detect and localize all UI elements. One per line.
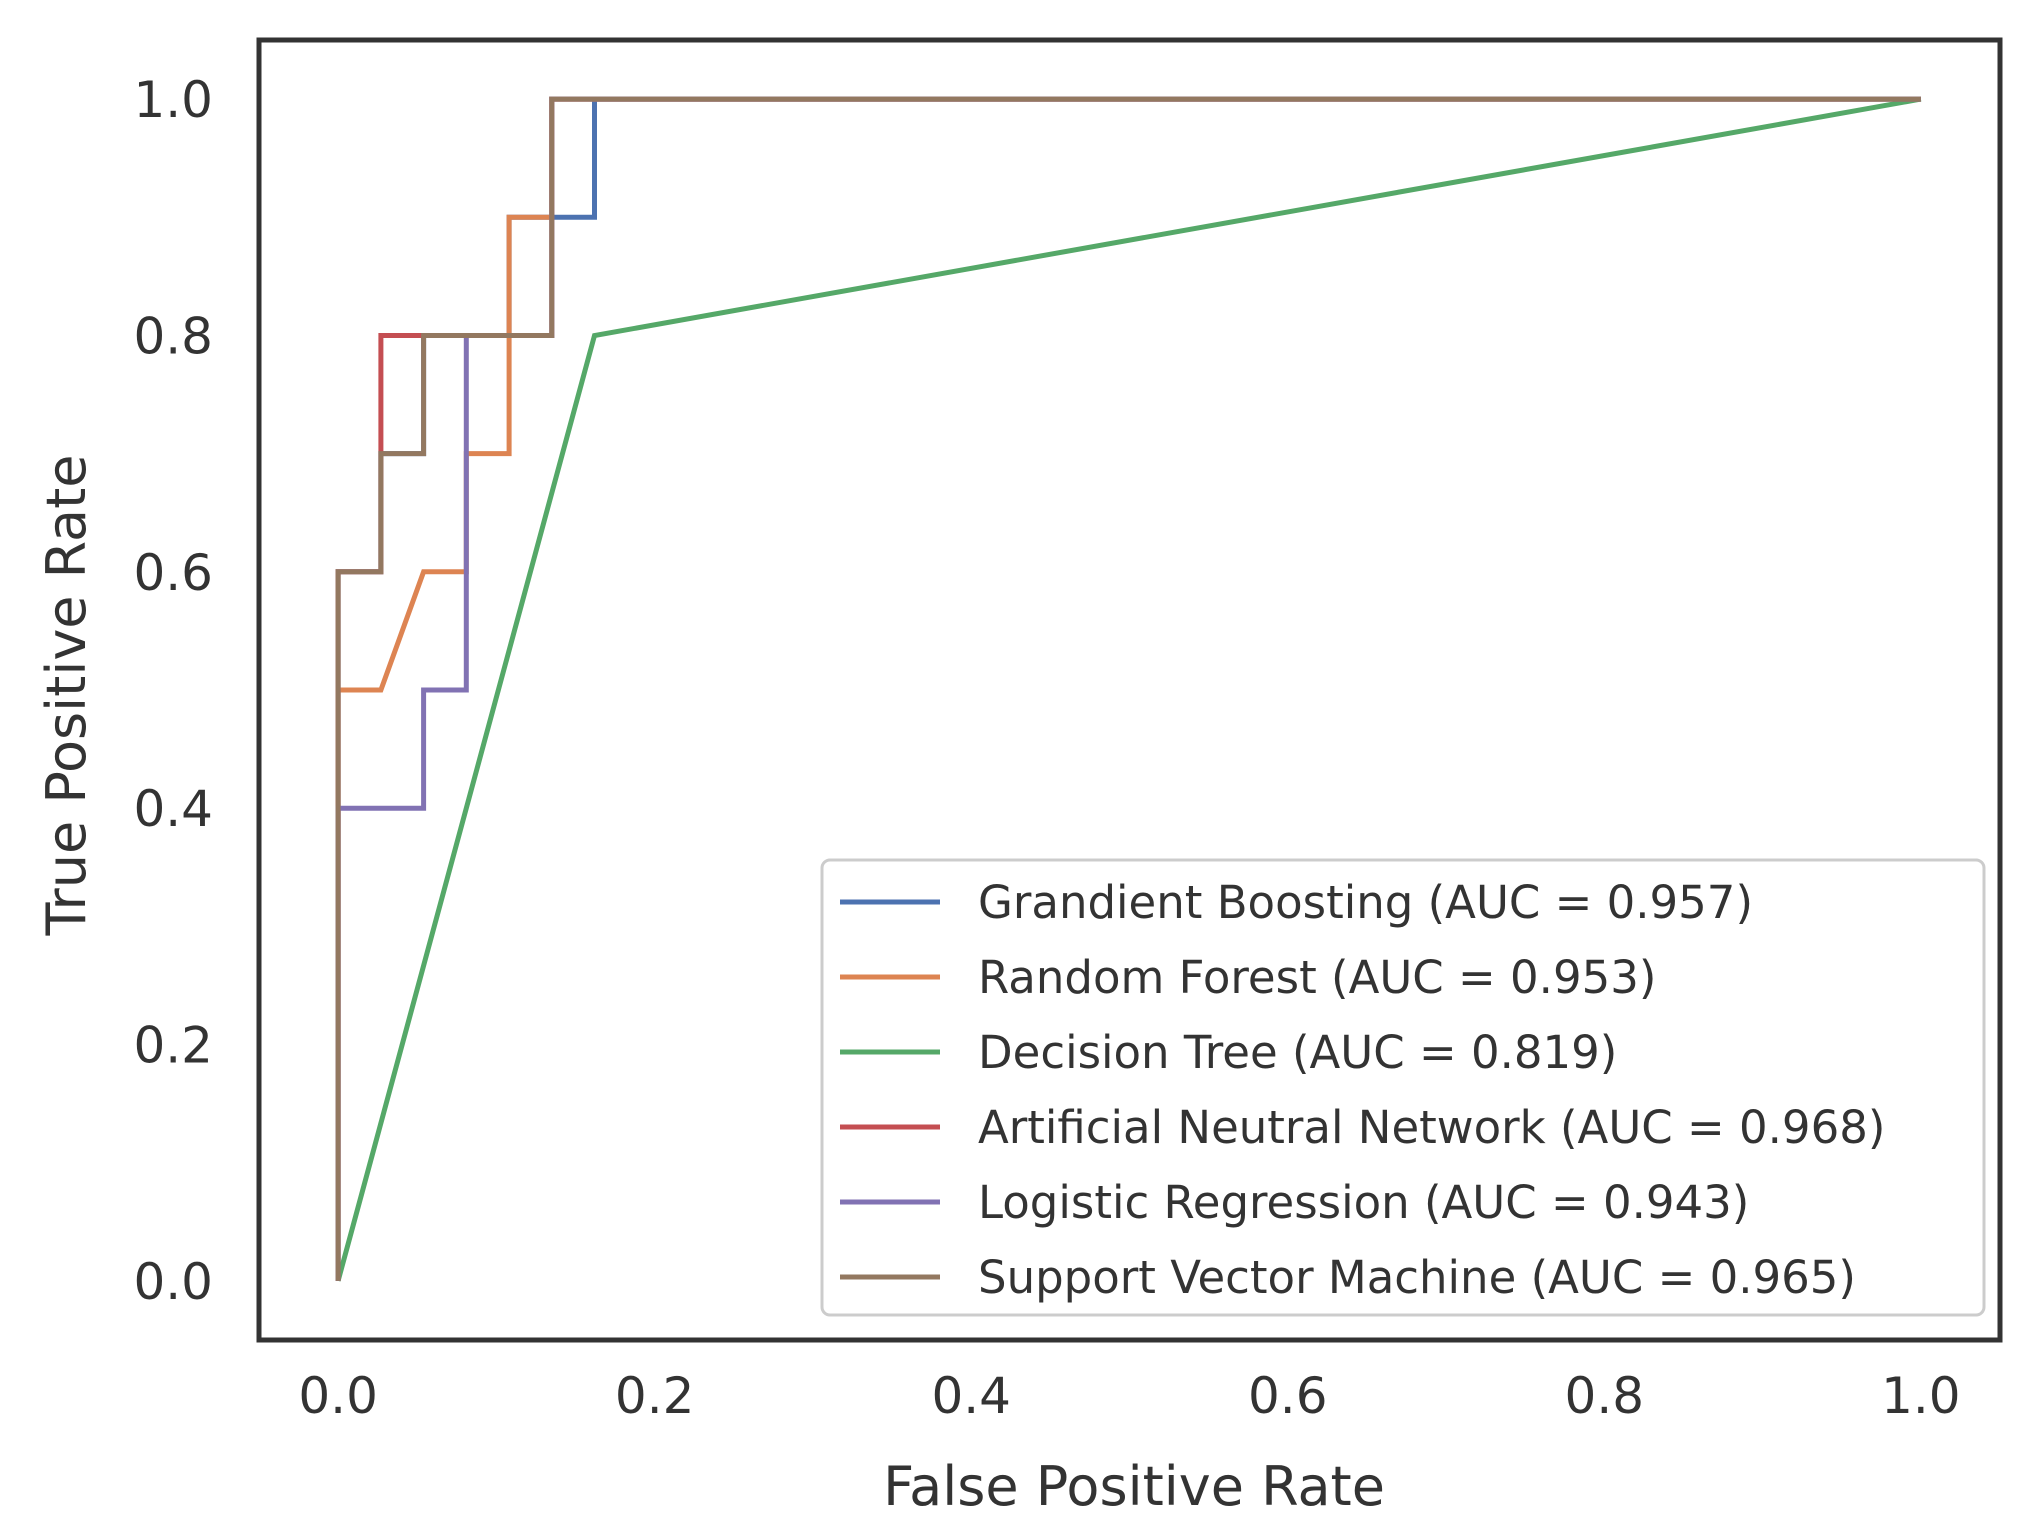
legend-label-0: Grandient Boosting (AUC = 0.957) xyxy=(978,876,1753,929)
x-tick-label: 0.6 xyxy=(1248,1367,1328,1425)
y-tick-label: 1.0 xyxy=(133,71,213,129)
x-tick-labels: 0.0 0.2 0.4 0.6 0.8 1.0 xyxy=(298,1367,1960,1425)
series-line-5 xyxy=(335,96,1921,1281)
x-tick-label: 0.0 xyxy=(298,1367,378,1425)
y-tick-label: 0.2 xyxy=(133,1017,213,1075)
series-line-2 xyxy=(335,96,1922,1282)
legend-label-3: Artificial Neutral Network (AUC = 0.968) xyxy=(978,1101,1885,1154)
y-tick-label: 0.8 xyxy=(133,307,213,365)
legend: Grandient Boosting (AUC = 0.957) Random F… xyxy=(820,858,1986,1317)
legend-label-2: Decision Tree (AUC = 0.819) xyxy=(978,1026,1617,1079)
y-tick-labels: 0.0 0.2 0.4 0.6 0.8 1.0 xyxy=(133,71,213,1311)
legend-label-1: Random Forest (AUC = 0.953) xyxy=(978,951,1656,1004)
x-tick-label: 1.0 xyxy=(1881,1367,1961,1425)
series-layer xyxy=(335,96,1922,1282)
x-axis-label: False Positive Rate xyxy=(883,1455,1385,1518)
x-tick-label: 0.2 xyxy=(615,1367,695,1425)
legend-label-5: Support Vector Machine (AUC = 0.965) xyxy=(978,1251,1856,1304)
y-tick-label: 0.6 xyxy=(133,544,213,602)
legend-frame xyxy=(820,858,1986,1317)
x-tick-label: 0.8 xyxy=(1565,1367,1645,1425)
y-tick-label: 0.0 xyxy=(133,1253,213,1311)
y-axis-label: True Positive Rate xyxy=(35,454,98,936)
legend-label-4: Logistic Regression (AUC = 0.943) xyxy=(978,1176,1749,1229)
plot-frame xyxy=(256,37,2003,1343)
x-tick-label: 0.4 xyxy=(931,1367,1011,1425)
legend-items: Grandient Boosting (AUC = 0.957) Random F… xyxy=(840,876,1885,1304)
y-tick-label: 0.4 xyxy=(133,780,213,838)
